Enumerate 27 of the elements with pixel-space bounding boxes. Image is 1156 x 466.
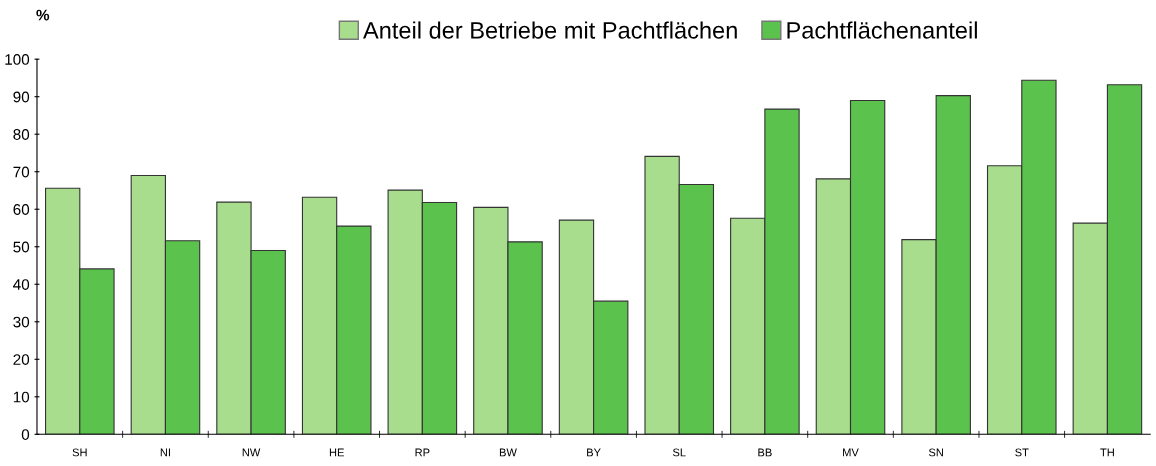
x-tick-label: SL (672, 448, 686, 457)
x-tick-label: SH (72, 448, 87, 457)
x-tick-label: NW (242, 448, 261, 457)
y-tick-label: 90 (13, 91, 30, 103)
y-tick-label: 20 (13, 354, 30, 365)
x-tick-label: RP (415, 448, 430, 457)
x-tick-label: ST (1015, 448, 1029, 457)
x-tick-label: NI (160, 448, 170, 457)
x-tick-label: MV (843, 448, 859, 457)
y-tick-label: 80 (13, 129, 30, 140)
legend-label: Anteil der Betriebe mit Pachtflächen (363, 21, 737, 39)
y-tick-label: 100 (5, 54, 30, 65)
y-tick-label: 40 (13, 279, 30, 290)
y-tick-label: 30 (13, 316, 30, 328)
y-tick-label: 10 (13, 391, 30, 403)
y-tick-label: 60 (13, 204, 30, 215)
y-tick-label: 70 (13, 166, 30, 178)
legend-label: Pachtflächenanteil (787, 21, 977, 39)
y-tick-label: 0 (21, 429, 30, 440)
x-tick-label: TH (1100, 448, 1114, 457)
y-tick-label: 50 (13, 241, 30, 253)
x-tick-label: BB (758, 448, 772, 457)
x-tick-label: BY (587, 448, 601, 457)
x-tick-label: BW (499, 448, 517, 457)
y-axis-title: % (36, 9, 50, 21)
x-tick-label: HE (329, 448, 344, 457)
x-tick-label: SN (928, 448, 943, 457)
